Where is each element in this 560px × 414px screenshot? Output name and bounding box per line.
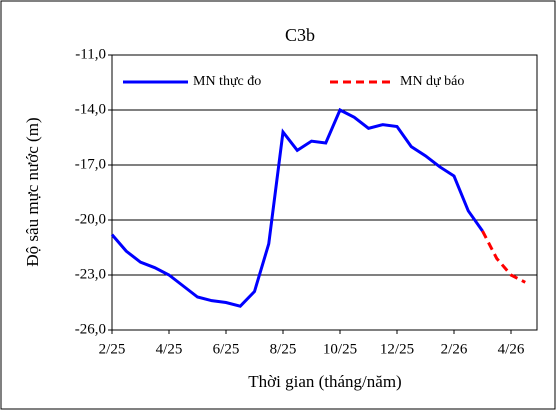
legend-label: MN dự báo (400, 74, 464, 89)
x-tick-label: 4/25 (156, 341, 183, 357)
series-line (110, 107, 484, 308)
y-tick-label: -14,0 (75, 101, 106, 117)
y-axis-label: Độ sâu mực nước (m) (23, 117, 42, 266)
chart-title: C3b (285, 25, 315, 45)
x-tick-label: 4/26 (498, 341, 525, 357)
x-axis-label: Thời gian (tháng/năm) (248, 372, 401, 391)
x-tick-label: 2/26 (441, 341, 468, 357)
y-tick-label: -23,0 (75, 266, 106, 282)
y-tick-label: -11,0 (75, 46, 106, 62)
x-tick-label: 10/25 (323, 341, 357, 357)
x-tick-label: 12/25 (380, 341, 414, 357)
x-tick-label: 6/25 (213, 341, 240, 357)
x-tick-label: 2/25 (99, 341, 126, 357)
y-tick-label: -26,0 (75, 321, 106, 337)
series-line (481, 230, 526, 284)
x-tick-label: 8/25 (270, 341, 297, 357)
y-tick-label: -20,0 (75, 211, 106, 227)
legend-label: MN thực đo (193, 74, 261, 89)
y-tick-label: -17,0 (75, 156, 106, 172)
